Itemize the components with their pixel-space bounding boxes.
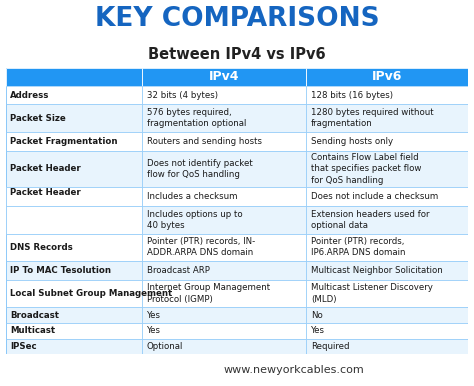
Text: KEY COMPARISONS: KEY COMPARISONS xyxy=(95,6,379,32)
FancyBboxPatch shape xyxy=(142,234,306,261)
Text: Between IPv4 vs IPv6: Between IPv4 vs IPv6 xyxy=(148,47,326,61)
Text: Multicast Listener Discovery
(MLD): Multicast Listener Discovery (MLD) xyxy=(311,283,433,303)
FancyBboxPatch shape xyxy=(142,86,306,105)
Text: Sending hosts only: Sending hosts only xyxy=(311,137,393,146)
Text: Required: Required xyxy=(311,342,349,351)
Text: Pointer (PTR) records,
IP6.ARPA DNS domain: Pointer (PTR) records, IP6.ARPA DNS doma… xyxy=(311,237,406,257)
Text: Packet Size: Packet Size xyxy=(10,114,66,123)
Text: Packet Fragmentation: Packet Fragmentation xyxy=(10,137,118,146)
Text: Routers and sending hosts: Routers and sending hosts xyxy=(147,137,262,146)
FancyBboxPatch shape xyxy=(306,86,468,105)
Text: Address: Address xyxy=(10,91,50,100)
FancyBboxPatch shape xyxy=(142,323,306,339)
FancyBboxPatch shape xyxy=(306,132,468,151)
Text: Pointer (PTR) records, IN-
ADDR.ARPA DNS domain: Pointer (PTR) records, IN- ADDR.ARPA DNS… xyxy=(147,237,255,257)
FancyBboxPatch shape xyxy=(306,188,468,206)
Text: 128 bits (16 bytes): 128 bits (16 bytes) xyxy=(311,91,393,100)
FancyBboxPatch shape xyxy=(306,279,468,307)
Text: IP To MAC Tesolution: IP To MAC Tesolution xyxy=(10,266,111,275)
FancyBboxPatch shape xyxy=(306,339,468,354)
Text: Includes a checksum: Includes a checksum xyxy=(147,192,237,201)
Text: IPSec: IPSec xyxy=(10,342,37,351)
Text: Contains Flow Label field
that specifies packet flow
for QoS handling: Contains Flow Label field that specifies… xyxy=(311,153,421,185)
Text: Multicast: Multicast xyxy=(10,326,55,335)
FancyBboxPatch shape xyxy=(306,323,468,339)
Text: Yes: Yes xyxy=(147,326,161,335)
FancyBboxPatch shape xyxy=(6,68,468,354)
Text: Includes options up to
40 bytes: Includes options up to 40 bytes xyxy=(147,210,242,230)
Text: No: No xyxy=(311,311,323,320)
FancyBboxPatch shape xyxy=(142,261,306,279)
Text: Optional: Optional xyxy=(147,342,183,351)
FancyBboxPatch shape xyxy=(142,151,306,188)
FancyBboxPatch shape xyxy=(306,261,468,279)
FancyBboxPatch shape xyxy=(6,105,142,132)
FancyBboxPatch shape xyxy=(6,234,142,261)
FancyBboxPatch shape xyxy=(6,151,142,188)
Text: Broadcast ARP: Broadcast ARP xyxy=(147,266,210,275)
FancyBboxPatch shape xyxy=(6,261,142,279)
FancyBboxPatch shape xyxy=(142,188,306,206)
Text: Packet Header: Packet Header xyxy=(10,188,81,196)
FancyBboxPatch shape xyxy=(6,206,142,234)
Text: Yes: Yes xyxy=(147,311,161,320)
Text: Yes: Yes xyxy=(311,326,325,335)
FancyBboxPatch shape xyxy=(306,206,468,234)
FancyBboxPatch shape xyxy=(6,188,142,206)
FancyBboxPatch shape xyxy=(142,68,306,86)
Text: 32 bits (4 bytes): 32 bits (4 bytes) xyxy=(147,91,218,100)
FancyBboxPatch shape xyxy=(6,323,142,339)
Text: Does not include a checksum: Does not include a checksum xyxy=(311,192,438,201)
Text: www.newyorkcables.com: www.newyorkcables.com xyxy=(224,365,364,375)
Text: DNS Records: DNS Records xyxy=(10,243,73,252)
Text: Internet Group Management
Protocol (IGMP): Internet Group Management Protocol (IGMP… xyxy=(147,283,270,303)
Text: 576 bytes required,
fragmentation optional: 576 bytes required, fragmentation option… xyxy=(147,108,246,128)
FancyBboxPatch shape xyxy=(142,339,306,354)
FancyBboxPatch shape xyxy=(6,132,142,151)
Text: Does not identify packet
flow for QoS handling: Does not identify packet flow for QoS ha… xyxy=(147,159,253,179)
FancyBboxPatch shape xyxy=(6,279,142,307)
FancyBboxPatch shape xyxy=(6,188,142,206)
FancyBboxPatch shape xyxy=(6,206,142,234)
Text: Extension headers used for
optional data: Extension headers used for optional data xyxy=(311,210,429,230)
FancyBboxPatch shape xyxy=(142,307,306,323)
Text: Packet Header: Packet Header xyxy=(10,164,81,173)
Text: Broadcast: Broadcast xyxy=(10,311,59,320)
Text: 1280 bytes required without
fragmentation: 1280 bytes required without fragmentatio… xyxy=(311,108,434,128)
FancyBboxPatch shape xyxy=(142,206,306,234)
Text: Local Subnet Group Management: Local Subnet Group Management xyxy=(10,289,173,298)
FancyBboxPatch shape xyxy=(142,105,306,132)
Text: IPv6: IPv6 xyxy=(372,70,402,83)
FancyBboxPatch shape xyxy=(142,279,306,307)
FancyBboxPatch shape xyxy=(142,132,306,151)
FancyBboxPatch shape xyxy=(306,105,468,132)
Text: Multicast Neighbor Solicitation: Multicast Neighbor Solicitation xyxy=(311,266,443,275)
Text: IPv4: IPv4 xyxy=(209,70,239,83)
FancyBboxPatch shape xyxy=(306,151,468,188)
FancyBboxPatch shape xyxy=(6,86,142,105)
FancyBboxPatch shape xyxy=(306,307,468,323)
FancyBboxPatch shape xyxy=(6,339,142,354)
FancyBboxPatch shape xyxy=(306,234,468,261)
FancyBboxPatch shape xyxy=(6,307,142,323)
FancyBboxPatch shape xyxy=(6,68,142,86)
FancyBboxPatch shape xyxy=(306,68,468,86)
